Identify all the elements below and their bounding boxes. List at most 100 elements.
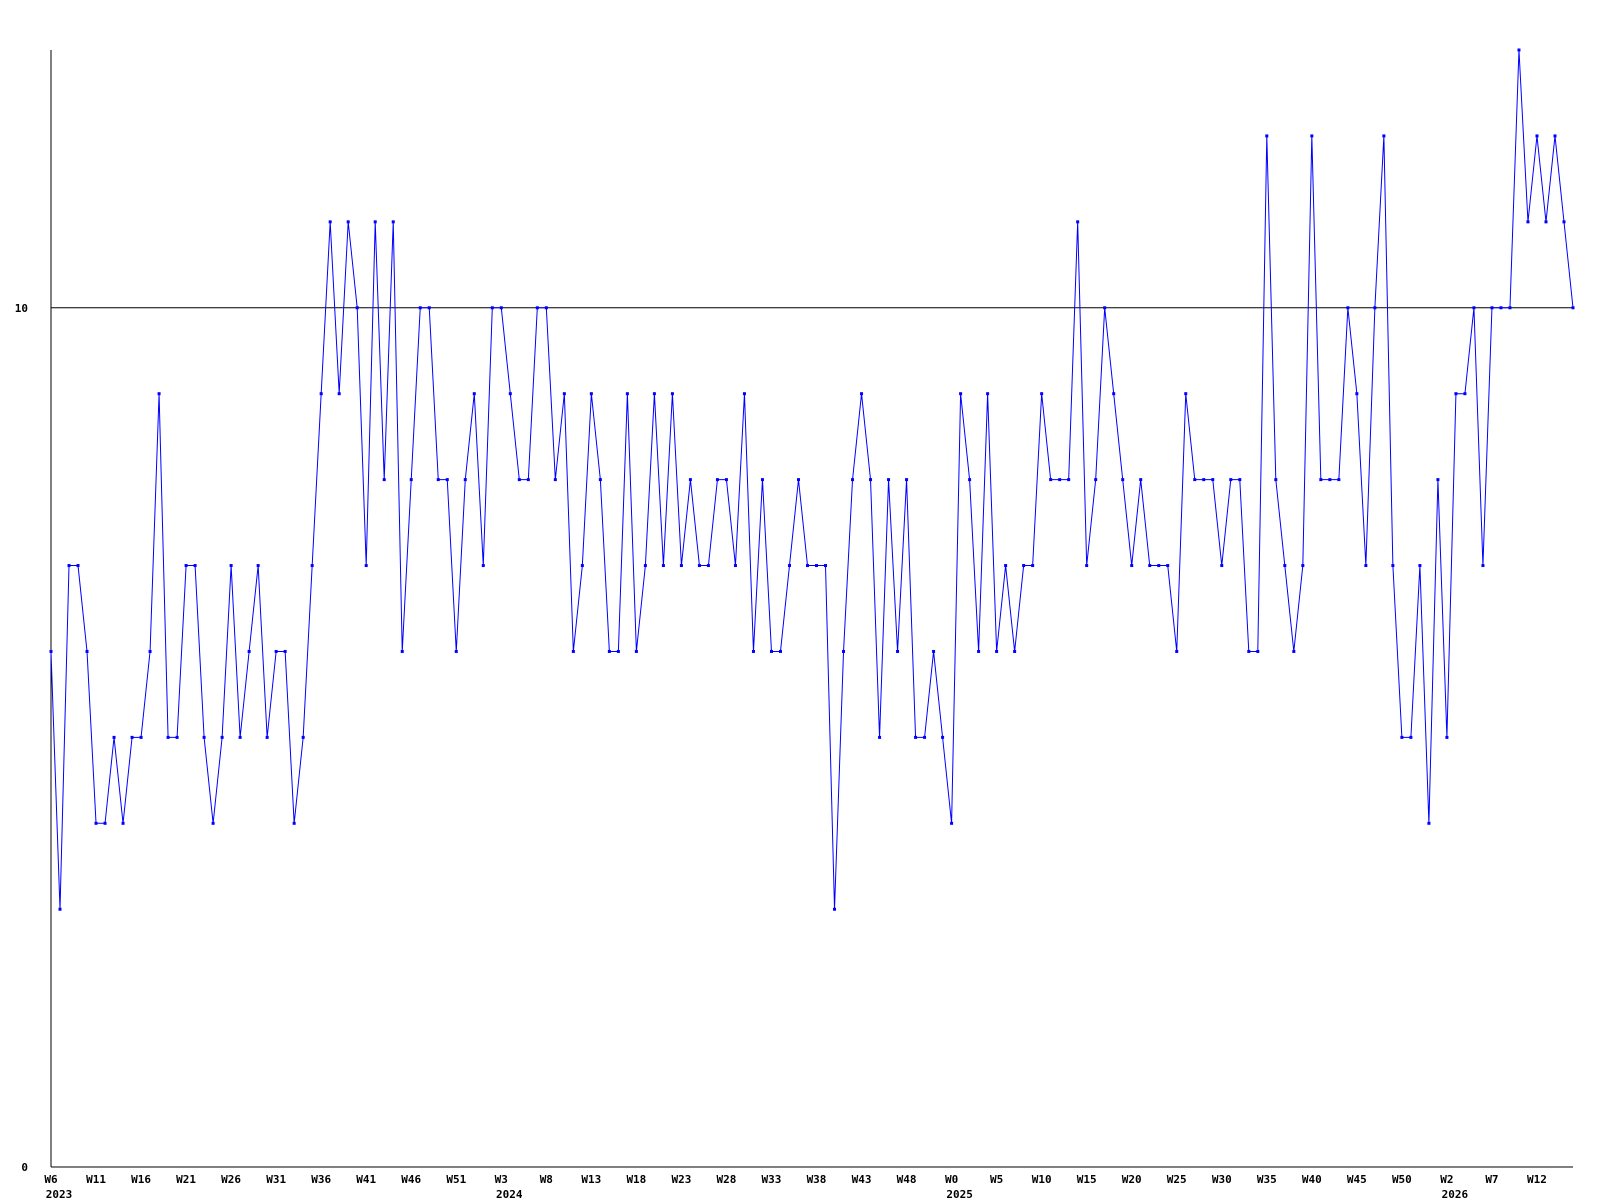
x-tick-label: W36 bbox=[311, 1173, 331, 1186]
point-marker bbox=[148, 649, 152, 653]
point-marker bbox=[1193, 478, 1197, 482]
x-tick-label: W0 bbox=[945, 1173, 958, 1186]
point-marker bbox=[1364, 564, 1368, 568]
point-marker bbox=[391, 220, 395, 224]
point-marker bbox=[1211, 478, 1215, 482]
point-marker bbox=[193, 564, 197, 568]
point-marker bbox=[1301, 564, 1305, 568]
point-marker bbox=[679, 564, 683, 568]
point-marker bbox=[67, 564, 71, 568]
point-marker bbox=[1400, 735, 1404, 739]
point-marker bbox=[1526, 220, 1530, 224]
point-marker bbox=[94, 821, 98, 825]
x-tick-label: W21 bbox=[176, 1173, 196, 1186]
point-marker bbox=[328, 220, 332, 224]
point-marker bbox=[58, 907, 62, 911]
point-marker bbox=[932, 649, 936, 653]
point-marker bbox=[112, 735, 116, 739]
point-marker bbox=[661, 564, 665, 568]
point-marker bbox=[1238, 478, 1242, 482]
x-tick-label: W7 bbox=[1485, 1173, 1498, 1186]
point-marker bbox=[1508, 306, 1512, 310]
point-marker bbox=[220, 735, 224, 739]
x-year-label: 2024 bbox=[496, 1188, 523, 1200]
point-marker bbox=[229, 564, 233, 568]
point-marker bbox=[121, 821, 125, 825]
x-tick-label: W35 bbox=[1257, 1173, 1277, 1186]
point-marker bbox=[139, 735, 143, 739]
point-marker bbox=[499, 306, 503, 310]
point-marker bbox=[184, 564, 188, 568]
x-tick-label: W23 bbox=[671, 1173, 691, 1186]
x-tick-label: W15 bbox=[1077, 1173, 1097, 1186]
point-marker bbox=[815, 564, 819, 568]
point-marker bbox=[742, 392, 746, 396]
point-marker bbox=[688, 478, 692, 482]
point-marker bbox=[301, 735, 305, 739]
point-marker bbox=[616, 649, 620, 653]
point-marker bbox=[562, 392, 566, 396]
point-marker bbox=[1373, 306, 1377, 310]
point-marker bbox=[1427, 821, 1431, 825]
point-marker bbox=[851, 478, 855, 482]
point-marker bbox=[968, 478, 972, 482]
x-tick-label: W12 bbox=[1527, 1173, 1547, 1186]
x-tick-label: W26 bbox=[221, 1173, 241, 1186]
point-marker bbox=[202, 735, 206, 739]
point-marker bbox=[824, 564, 828, 568]
point-marker bbox=[1130, 564, 1134, 568]
point-marker bbox=[166, 735, 170, 739]
point-marker bbox=[373, 220, 377, 224]
x-tick-label: W46 bbox=[401, 1173, 421, 1186]
point-marker bbox=[103, 821, 107, 825]
point-marker bbox=[1517, 48, 1521, 52]
point-marker bbox=[1355, 392, 1359, 396]
point-marker bbox=[436, 478, 440, 482]
x-tick-label: W43 bbox=[852, 1173, 872, 1186]
point-marker bbox=[1562, 220, 1566, 224]
point-marker bbox=[1319, 478, 1323, 482]
point-marker bbox=[1094, 478, 1098, 482]
point-marker bbox=[1409, 735, 1413, 739]
x-tick-label: W3 bbox=[495, 1173, 508, 1186]
point-marker bbox=[887, 478, 891, 482]
x-tick-label: W41 bbox=[356, 1173, 376, 1186]
point-marker bbox=[157, 392, 161, 396]
point-marker bbox=[490, 306, 494, 310]
point-marker bbox=[1265, 134, 1269, 138]
point-marker bbox=[1247, 649, 1251, 653]
point-marker bbox=[274, 649, 278, 653]
x-tick-label: W25 bbox=[1167, 1173, 1187, 1186]
point-marker bbox=[598, 478, 602, 482]
point-marker bbox=[265, 735, 269, 739]
point-marker bbox=[580, 564, 584, 568]
point-marker bbox=[472, 392, 476, 396]
point-marker bbox=[319, 392, 323, 396]
point-marker bbox=[796, 478, 800, 482]
point-marker bbox=[1436, 478, 1440, 482]
point-marker bbox=[571, 649, 575, 653]
point-marker bbox=[1166, 564, 1170, 568]
point-marker bbox=[481, 564, 485, 568]
x-tick-label: W20 bbox=[1122, 1173, 1142, 1186]
point-marker bbox=[589, 392, 593, 396]
point-marker bbox=[1454, 392, 1458, 396]
point-marker bbox=[409, 478, 413, 482]
point-marker bbox=[1571, 306, 1575, 310]
point-marker bbox=[544, 306, 548, 310]
point-marker bbox=[905, 478, 909, 482]
point-marker bbox=[1382, 134, 1386, 138]
x-tick-label: W33 bbox=[762, 1173, 782, 1186]
x-tick-label: W8 bbox=[540, 1173, 553, 1186]
point-marker bbox=[706, 564, 710, 568]
x-tick-label: W51 bbox=[446, 1173, 466, 1186]
point-marker bbox=[1283, 564, 1287, 568]
point-marker bbox=[1292, 649, 1296, 653]
y-tick-label: 10 bbox=[15, 302, 28, 315]
point-marker bbox=[1184, 392, 1188, 396]
point-marker bbox=[986, 392, 990, 396]
point-marker bbox=[1499, 306, 1503, 310]
x-year-label: 2025 bbox=[946, 1188, 973, 1200]
point-marker bbox=[463, 478, 467, 482]
